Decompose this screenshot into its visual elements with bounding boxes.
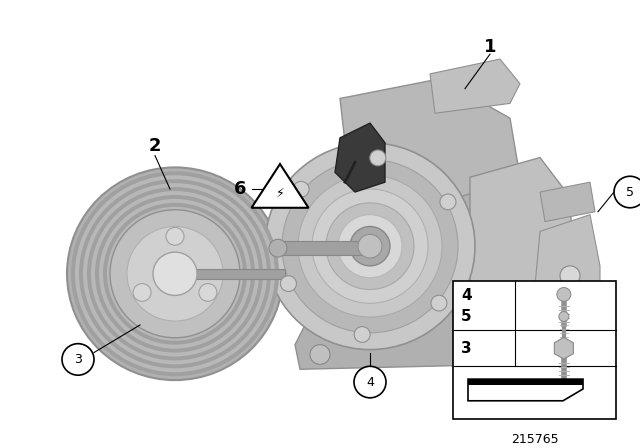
Bar — [280, 241, 370, 255]
Polygon shape — [540, 182, 595, 222]
Circle shape — [91, 191, 259, 357]
Text: 5: 5 — [461, 309, 472, 324]
Circle shape — [95, 195, 255, 353]
Polygon shape — [470, 158, 575, 335]
Text: 3: 3 — [461, 340, 472, 356]
Circle shape — [265, 143, 475, 349]
Circle shape — [293, 181, 309, 197]
Circle shape — [280, 276, 296, 292]
Text: 3: 3 — [74, 353, 82, 366]
Circle shape — [310, 345, 330, 364]
Text: 4: 4 — [366, 375, 374, 388]
Text: 2: 2 — [148, 137, 161, 155]
Circle shape — [298, 175, 442, 317]
Circle shape — [358, 234, 382, 258]
Circle shape — [269, 239, 287, 257]
Circle shape — [326, 203, 414, 289]
Polygon shape — [535, 215, 600, 330]
Circle shape — [560, 266, 580, 285]
Bar — [175, 269, 285, 279]
Circle shape — [199, 284, 217, 302]
Circle shape — [87, 187, 263, 360]
Text: 5: 5 — [626, 185, 634, 198]
Circle shape — [354, 366, 386, 398]
Ellipse shape — [285, 148, 515, 345]
Polygon shape — [430, 59, 520, 113]
Circle shape — [153, 252, 197, 295]
Text: 1: 1 — [484, 38, 496, 56]
Text: ⚡: ⚡ — [276, 186, 284, 199]
Circle shape — [350, 227, 390, 266]
Circle shape — [480, 335, 500, 354]
Circle shape — [67, 168, 283, 380]
Circle shape — [614, 176, 640, 208]
Circle shape — [557, 288, 571, 302]
Circle shape — [79, 179, 271, 368]
Circle shape — [312, 189, 428, 303]
Circle shape — [431, 295, 447, 311]
Circle shape — [107, 207, 243, 341]
Circle shape — [354, 327, 370, 342]
Polygon shape — [295, 305, 510, 369]
Circle shape — [166, 228, 184, 245]
Circle shape — [133, 284, 151, 302]
Polygon shape — [252, 164, 308, 208]
Circle shape — [99, 199, 251, 349]
Polygon shape — [554, 337, 573, 359]
Polygon shape — [340, 79, 520, 197]
Circle shape — [559, 311, 569, 321]
Polygon shape — [335, 123, 385, 192]
Circle shape — [282, 159, 458, 333]
Text: 215765: 215765 — [511, 433, 558, 446]
Circle shape — [103, 203, 247, 345]
Circle shape — [71, 171, 279, 376]
Circle shape — [370, 150, 386, 166]
Circle shape — [62, 344, 94, 375]
Bar — [453, 280, 616, 418]
Circle shape — [75, 175, 275, 372]
Circle shape — [440, 194, 456, 210]
Text: 6: 6 — [234, 180, 246, 198]
Circle shape — [110, 210, 240, 338]
Circle shape — [127, 227, 223, 321]
Circle shape — [83, 183, 267, 364]
Polygon shape — [468, 379, 583, 401]
Text: 4: 4 — [461, 289, 472, 303]
Polygon shape — [468, 379, 583, 385]
Circle shape — [338, 215, 402, 278]
